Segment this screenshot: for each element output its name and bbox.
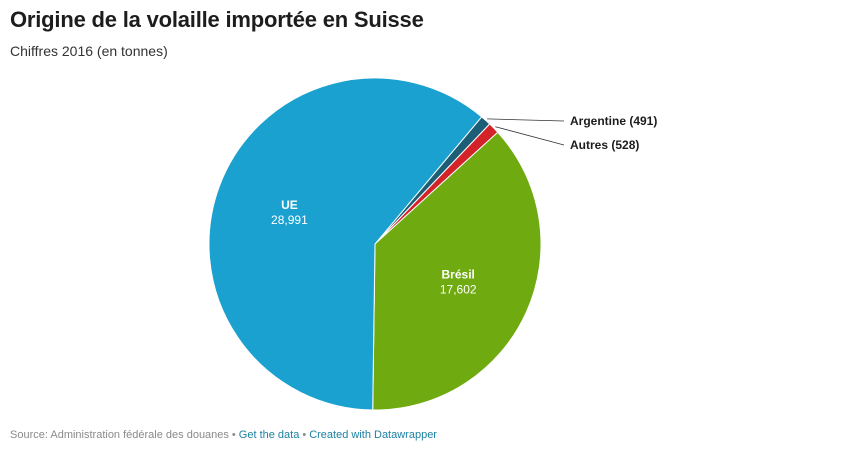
- get-data-link[interactable]: Get the data: [238, 429, 300, 441]
- slice-label-argentine: Argentine (491): [570, 114, 657, 128]
- pie-slice-ue: [208, 77, 483, 411]
- leader-line-argentine: [487, 118, 565, 122]
- footer-separator: •: [231, 429, 236, 441]
- slice-label-ue: UE: [281, 198, 298, 212]
- slice-label-autres: Autres (528): [570, 138, 639, 152]
- slice-value-bresil: 17,602: [440, 283, 477, 297]
- source-text: Source: Administration fédérale des doua…: [10, 429, 229, 441]
- slice-label-bresil: Brésil: [442, 268, 475, 282]
- footer: Source: Administration fédérale des doua…: [10, 429, 437, 441]
- slice-value-ue: 28,991: [271, 213, 308, 227]
- chart-title: Origine de la volaille importée en Suiss…: [10, 7, 424, 32]
- leader-line-autres: [495, 126, 565, 146]
- pie-slice-bresil: [372, 131, 542, 411]
- chart-subtitle: Chiffres 2016 (en tonnes): [10, 43, 168, 59]
- created-with-link[interactable]: Created with Datawrapper: [309, 429, 437, 441]
- footer-separator: •: [302, 429, 307, 441]
